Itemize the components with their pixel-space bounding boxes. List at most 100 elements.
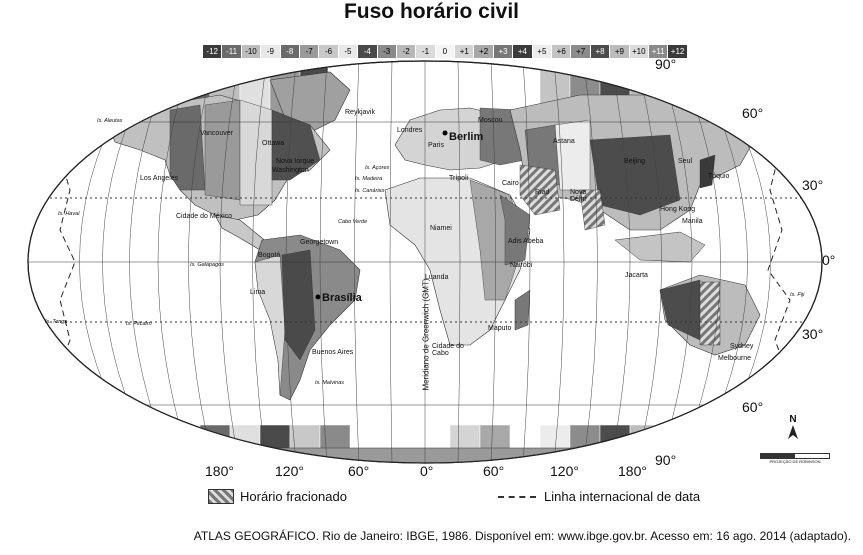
city-label: Tóquio [708, 173, 730, 180]
time-zone-swatch: -3 [377, 45, 397, 58]
international-date-line [54, 149, 76, 381]
time-zone-swatch: +7 [571, 45, 591, 58]
lat-label: 30° [802, 177, 824, 193]
city-label: Ottawa [262, 140, 285, 147]
time-zone-swatch: +10 [629, 45, 649, 58]
time-zone-swatch: -9 [261, 45, 281, 58]
lon-label: 60° [348, 463, 370, 479]
time-zone-swatch: -6 [319, 45, 339, 58]
time-zone-swatch: +8 [590, 45, 611, 58]
city-label: Washington [272, 167, 309, 174]
time-zone-swatch: -4 [358, 45, 378, 58]
time-zone-swatch: +9 [610, 45, 630, 58]
time-zone-swatch: -2 [396, 45, 417, 58]
lon-label: 120° [550, 463, 579, 479]
city-label: Berlim [449, 131, 484, 143]
legend-dateline: Linha internacional de data [498, 489, 700, 504]
city-label: Maputo [488, 325, 512, 332]
lon-label: 180° [618, 463, 647, 479]
fractional-zone [699, 281, 721, 346]
city-label: Riad [535, 189, 550, 196]
time-zone-swatch: +11 [648, 45, 669, 58]
madagascar [514, 289, 531, 331]
lon-label: 180° [205, 463, 234, 479]
city-label: Nova Délhi [570, 189, 587, 203]
island-label: Is. Canárias [355, 188, 385, 194]
city-label: Astana [553, 138, 575, 145]
time-zone-swatch: -5 [338, 45, 359, 58]
city-label: Trípoli [449, 175, 469, 182]
time-zone-scale: -12 -11 -10 -9 -8 -7 -6 -5 -4 -3 -2 -1 0 +1 +2 +3 +4 +5 +6… [203, 45, 688, 58]
north-arrow: N [788, 414, 798, 442]
indonesia [614, 231, 706, 263]
brasilia-marker [315, 294, 321, 300]
time-zone-swatch: -12 [203, 45, 223, 58]
time-zone-swatch: +4 [513, 45, 533, 58]
city-label: Bogotá [258, 252, 281, 259]
fractional-swatch [208, 489, 234, 504]
lon-label: 120° [275, 463, 304, 479]
city-label: Sydney [730, 343, 754, 350]
north-arrow-icon [788, 425, 798, 439]
island-label: Is. Pitcairn [126, 321, 152, 327]
city-label: Londres [397, 127, 423, 134]
city-label: Georgetown [300, 239, 339, 246]
international-date-line [767, 149, 791, 381]
time-zone-swatch: +3 [493, 45, 514, 58]
city-label: Nova Iorque [276, 158, 315, 165]
island-label: Cabo Verde [338, 219, 368, 225]
city-label: Adis Abeba [508, 238, 544, 245]
lat-label: 30° [802, 326, 824, 342]
fractional-zone [579, 189, 606, 231]
time-zone-swatch: -8 [280, 45, 300, 58]
time-zone-swatch: +12 [668, 45, 688, 58]
source-citation: ATLAS GEOGRÁFICO. Rio de Janeiro: IBGE, … [193, 529, 851, 543]
lat-label: 0° [822, 252, 836, 268]
island-label: Is. Fiji [790, 292, 805, 298]
time-zone-swatch: -7 [299, 45, 320, 58]
time-zone-swatch: +2 [474, 45, 494, 58]
island-label: Is. Malvinas [315, 380, 345, 386]
lat-label: 60° [742, 105, 764, 121]
lat-label: 60° [742, 399, 764, 415]
city-label: Jacarta [625, 272, 648, 279]
lon-label: 60° [483, 463, 505, 479]
time-zone-swatch: +5 [532, 45, 553, 58]
time-zone-swatch: -10 [241, 45, 262, 58]
map-title: Fuso horário civil [343, 0, 520, 23]
lat-label: 90° [655, 56, 677, 72]
island-label: Is. Madeira [355, 176, 383, 182]
city-label: Manila [682, 218, 703, 225]
city-label: Los Angeles [140, 175, 179, 182]
projection-scale: PROJEÇÃO DE ROBINSON [760, 453, 830, 464]
city-label: Cairo [502, 180, 519, 187]
time-zone-swatch: +6 [552, 45, 572, 58]
city-label: Hong Kong [660, 206, 696, 213]
legend-dateline-label: Linha internacional de data [544, 489, 701, 504]
time-zone-swatch: -11 [222, 45, 242, 58]
city-label: Moscou [478, 117, 503, 124]
city-label: Cidade do México [176, 213, 233, 220]
fractional-zone [519, 164, 561, 216]
island-label: Is. Tonga [45, 319, 68, 325]
city-label: Brasília [322, 292, 362, 304]
city-label: Melbourne [718, 355, 752, 362]
time-zone-swatch: -1 [416, 45, 436, 58]
island-label: Is. Galápagos [190, 262, 224, 268]
city-label: Seul [678, 158, 693, 165]
city-label: Nairóbi [510, 262, 533, 269]
time-zone-swatch: 0 [435, 45, 456, 58]
lon-label: 0° [420, 463, 434, 479]
japan [699, 154, 716, 189]
island-label: Is. Havaí [58, 211, 80, 217]
island-label: Is. Açores [365, 165, 390, 171]
lat-label: 90° [655, 452, 677, 468]
city-label: Cidade do Cabo [432, 343, 464, 357]
city-label: Vancouver [200, 130, 233, 137]
city-label: Reykjavik [345, 109, 375, 116]
city-label: Niamei [430, 225, 452, 232]
projection-label: PROJEÇÃO DE ROBINSON [769, 459, 821, 464]
scale-bar-graphic [760, 453, 830, 459]
city-label: Lima [250, 289, 266, 296]
